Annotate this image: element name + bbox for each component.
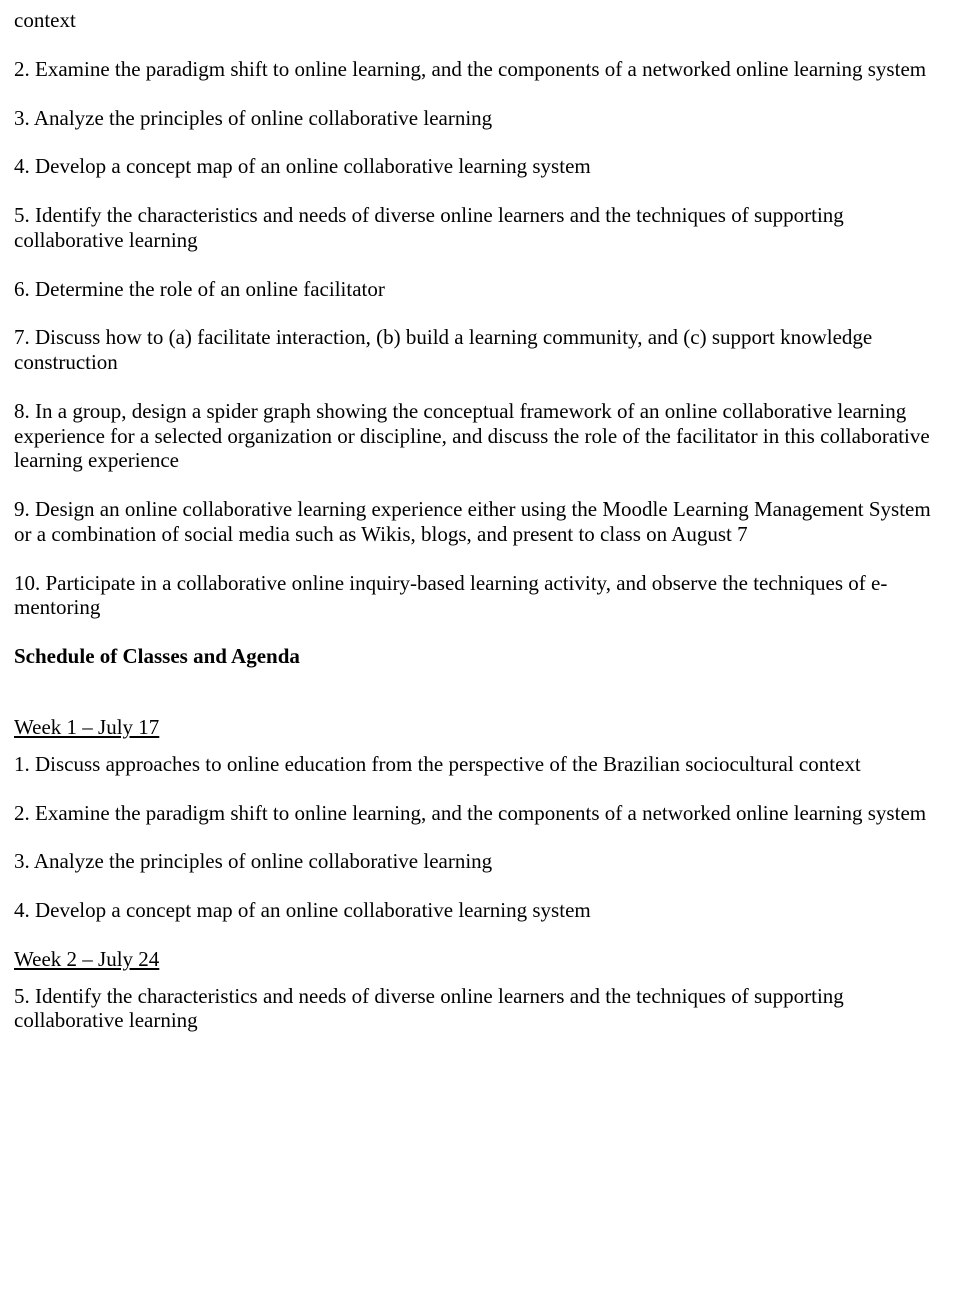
week1-item-2: 2. Examine the paradigm shift to online … [14, 801, 946, 826]
schedule-heading: Schedule of Classes and Agenda [14, 644, 946, 669]
week-1-heading: Week 1 – July 17 [14, 715, 946, 740]
list-item-6: 6. Determine the role of an online facil… [14, 277, 946, 302]
list-item-9: 9. Design an online collaborative learni… [14, 497, 946, 547]
week1-item-4: 4. Develop a concept map of an online co… [14, 898, 946, 923]
list-item-2: 2. Examine the paradigm shift to online … [14, 57, 946, 82]
list-item-5: 5. Identify the characteristics and need… [14, 203, 946, 253]
list-item-10: 10. Participate in a collaborative onlin… [14, 571, 946, 621]
list-item-8: 8. In a group, design a spider graph sho… [14, 399, 946, 473]
week1-item-1: 1. Discuss approaches to online educatio… [14, 752, 946, 777]
list-item-4: 4. Develop a concept map of an online co… [14, 154, 946, 179]
context-line: context [14, 8, 946, 33]
week2-item-5: 5. Identify the characteristics and need… [14, 984, 946, 1034]
document-page: context 2. Examine the paradigm shift to… [0, 0, 960, 1053]
list-item-3: 3. Analyze the principles of online coll… [14, 106, 946, 131]
list-item-7: 7. Discuss how to (a) facilitate interac… [14, 325, 946, 375]
week1-item-3: 3. Analyze the principles of online coll… [14, 849, 946, 874]
week-2-heading: Week 2 – July 24 [14, 947, 946, 972]
